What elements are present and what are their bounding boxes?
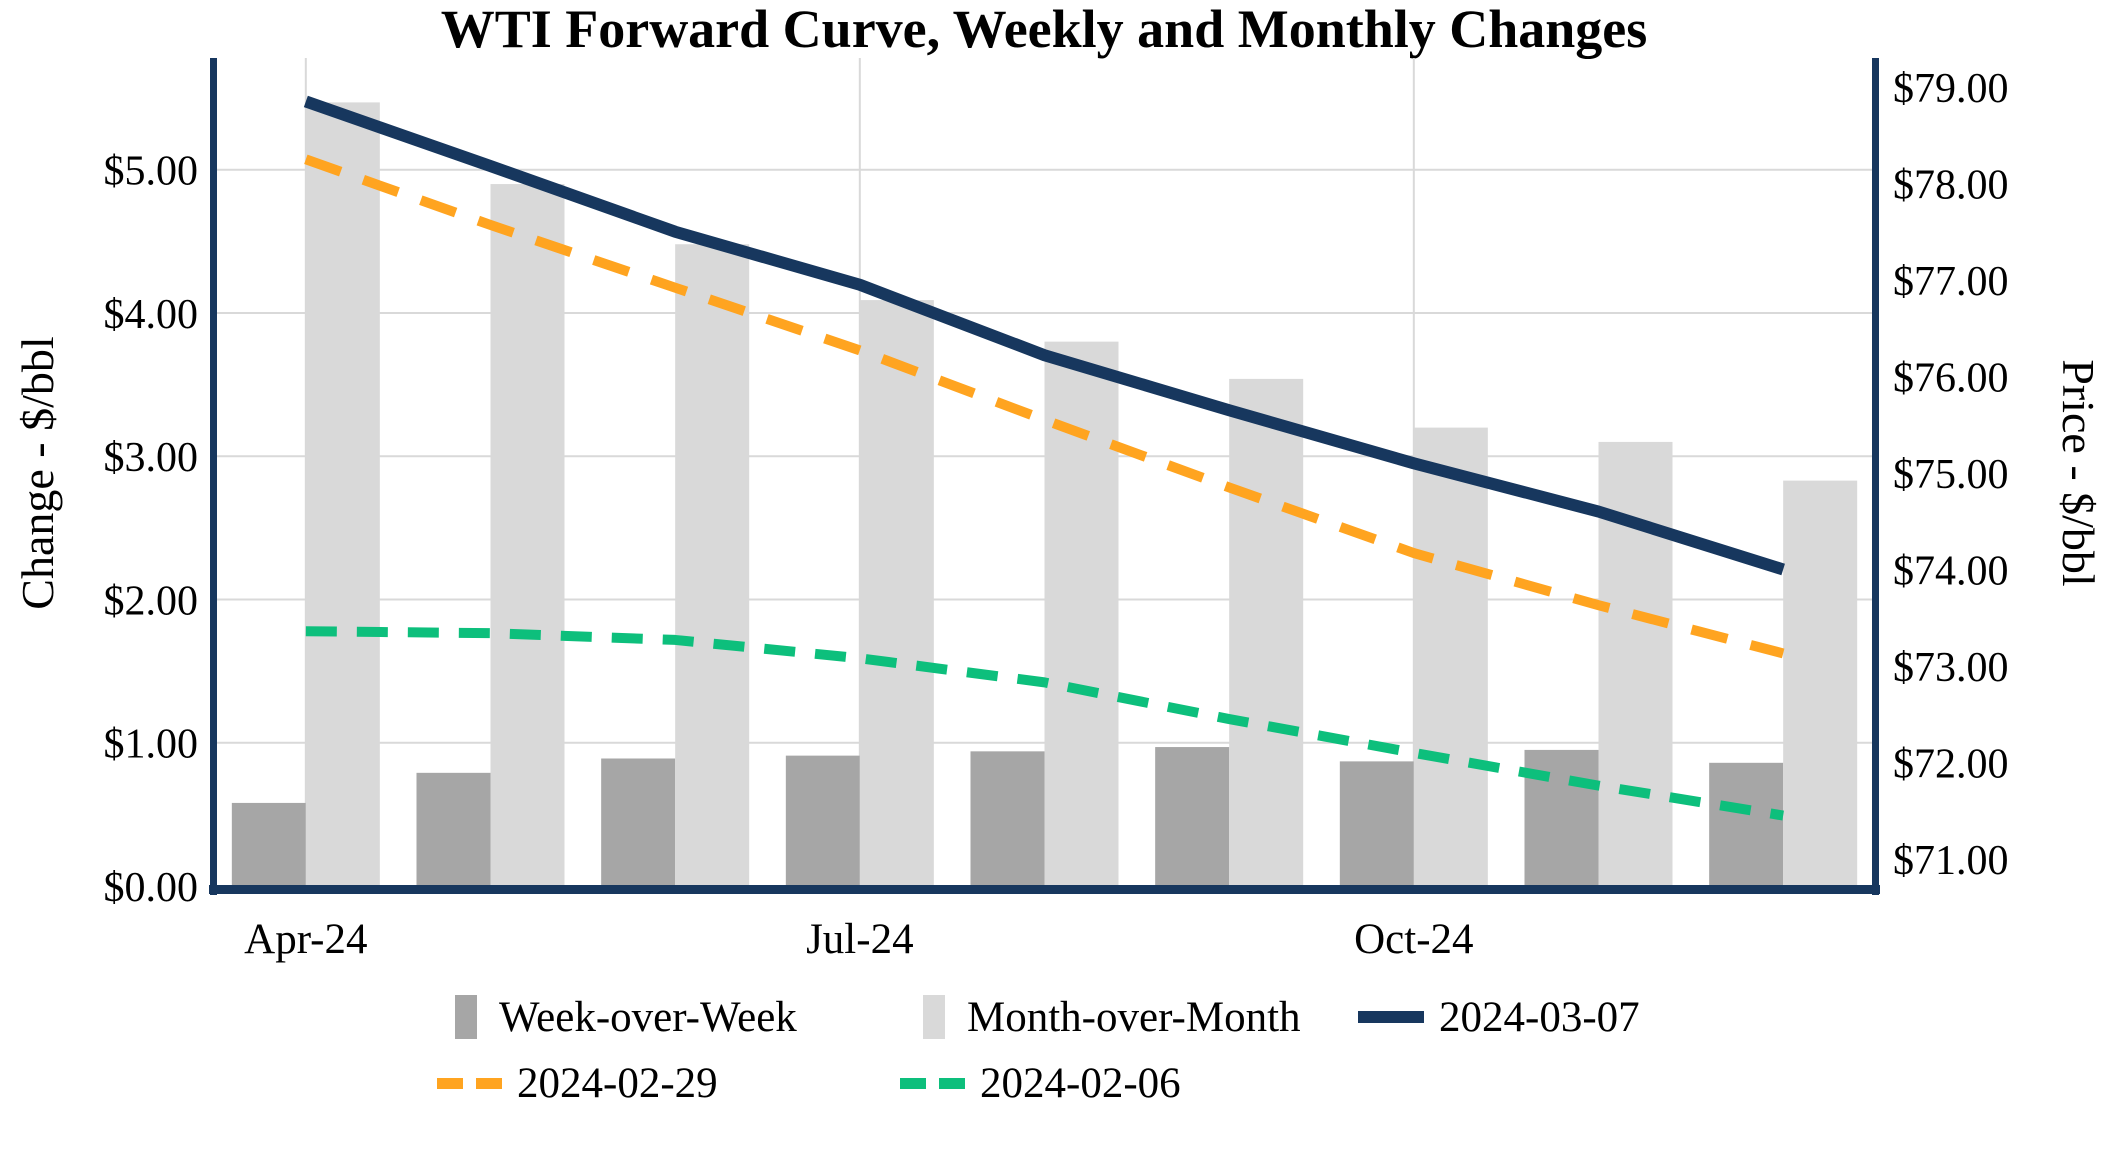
left-tick-label: $4.00 — [104, 292, 199, 338]
mom-bar — [1783, 480, 1858, 890]
wow-bar — [1709, 762, 1784, 890]
left-tick-label: $3.00 — [104, 435, 199, 481]
left-tick-label: $2.00 — [104, 578, 199, 624]
right-tick-label: $73.00 — [1893, 645, 2009, 691]
x-axis-line — [209, 885, 1880, 894]
mom-bar — [305, 102, 380, 890]
mom-bar — [859, 300, 934, 890]
mom-bar — [1413, 427, 1488, 890]
right-tick-label: $75.00 — [1893, 452, 2009, 498]
left-axis-line — [210, 58, 217, 895]
chart-title: WTI Forward Curve, Weekly and Monthly Ch… — [440, 0, 1648, 59]
week-over-week-swatch-icon — [455, 995, 477, 1039]
wow-bar — [601, 758, 676, 890]
right-axis-title: Price - $/bbl — [2053, 359, 2104, 587]
right-tick-label: $79.00 — [1893, 66, 2009, 112]
right-tick-label: $76.00 — [1893, 355, 2009, 401]
legend-item-week-over-week: Week-over-Week — [437, 993, 797, 1041]
wow-bar — [1339, 761, 1414, 890]
wow-bar — [970, 751, 1045, 890]
legend-item-2024-02-29: 2024-02-29 — [437, 1059, 718, 1107]
right-axis-line — [1872, 58, 1879, 895]
right-tick-label: $74.00 — [1893, 548, 2009, 594]
legend-label: 2024-02-29 — [517, 1059, 718, 1107]
legend-label: Month-over-Month — [967, 993, 1301, 1041]
legend-label: 2024-02-06 — [980, 1059, 1181, 1107]
x-tick-label: Jul-24 — [806, 916, 914, 963]
left-tick-label: $5.00 — [104, 149, 199, 195]
left-tick-label: $0.00 — [104, 865, 199, 911]
mom-bar — [1229, 378, 1304, 890]
wow-bar — [416, 772, 491, 890]
price-line-2024-02-29 — [304, 154, 1785, 659]
right-tick-label: $78.00 — [1893, 162, 2009, 208]
mom-bar — [490, 184, 565, 891]
green-dash-swatch-icon — [900, 1077, 965, 1089]
right-tick-label: $77.00 — [1893, 259, 2009, 305]
mom-bar — [675, 244, 750, 890]
left-axis-title: Change - $/bbl — [12, 336, 63, 610]
price-line-2024-02-06 — [305, 626, 1784, 821]
legend-item-2024-02-06: 2024-02-06 — [900, 1059, 1181, 1107]
legend-label: 2024-03-07 — [1439, 993, 1640, 1041]
x-tick-label: Oct-24 — [1354, 916, 1473, 963]
wow-bar — [785, 755, 860, 890]
orange-dash-swatch-icon — [437, 1077, 502, 1089]
left-tick-label: $1.00 — [104, 722, 199, 768]
wow-bar — [1155, 747, 1230, 890]
legend-item-2024-03-07: 2024-03-07 — [1358, 993, 1640, 1041]
right-tick-label: $71.00 — [1893, 838, 2009, 884]
solid-line-swatch-icon — [1358, 1011, 1424, 1023]
wow-bar — [231, 802, 306, 890]
x-tick-label: Apr-24 — [244, 916, 367, 963]
legend-label: Week-over-Week — [499, 993, 797, 1041]
legend-item-month-over-month: Month-over-Month — [905, 993, 1301, 1041]
price-line-2024-03-07 — [303, 95, 1785, 576]
right-tick-label: $72.00 — [1893, 741, 2009, 787]
month-over-month-swatch-icon — [923, 995, 945, 1039]
